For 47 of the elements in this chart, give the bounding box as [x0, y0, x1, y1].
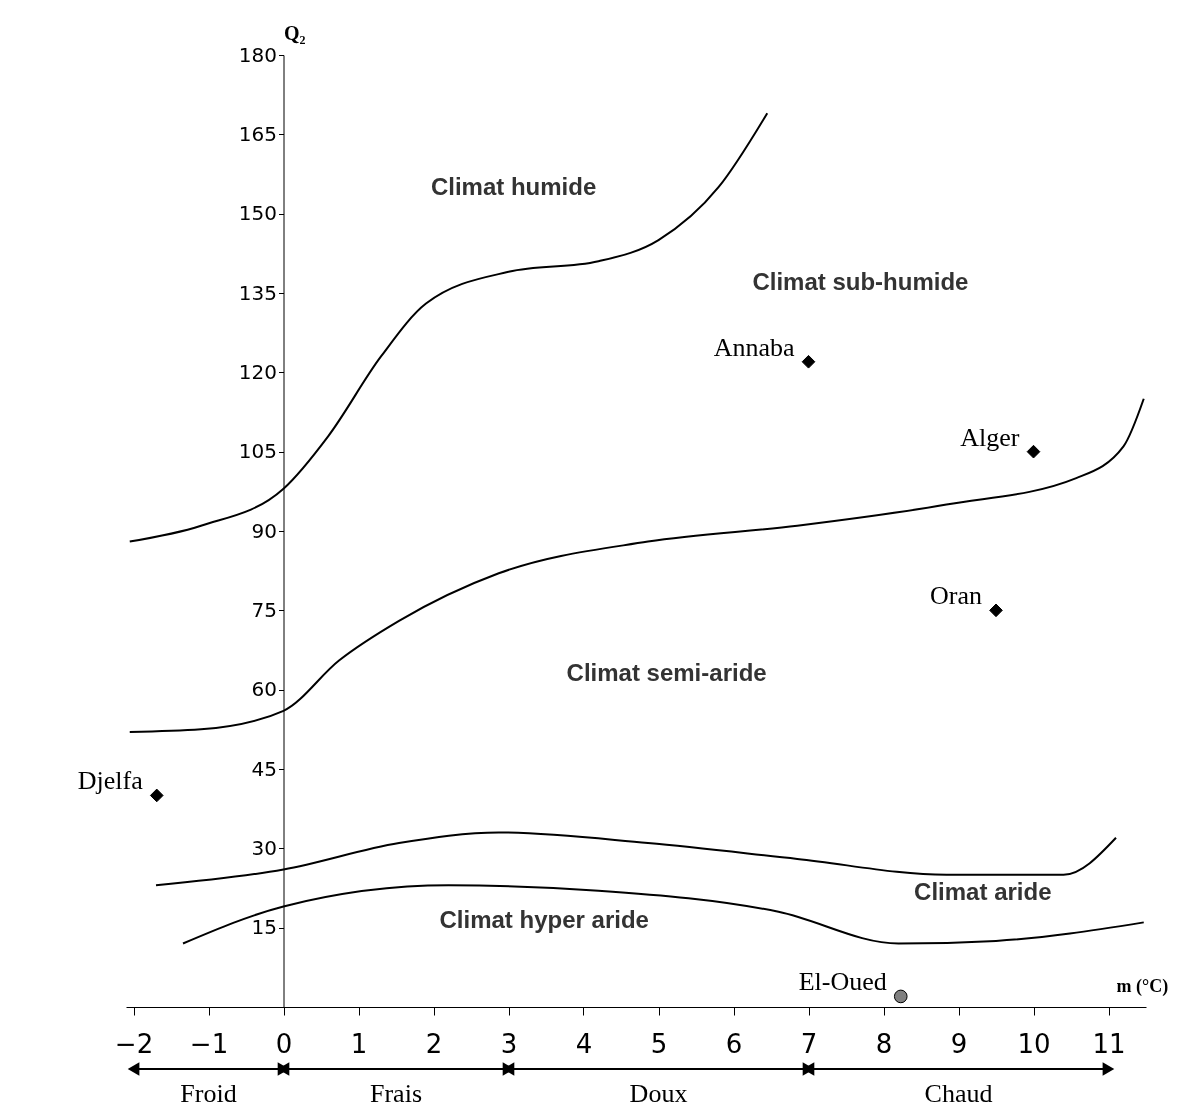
point [801, 354, 816, 369]
x-tick-label: 0 [275, 1028, 293, 1059]
y-tick-label: 105 [238, 439, 277, 464]
y-tick-label: 30 [251, 835, 277, 860]
text: Frais [369, 1079, 422, 1108]
x-tick-label: −2 [114, 1028, 154, 1059]
point [1026, 444, 1041, 459]
x-tick-label: 11 [1092, 1028, 1126, 1059]
y-tick-label: 45 [251, 756, 277, 781]
text: Froid [180, 1079, 237, 1108]
y-tick-label: 150 [238, 201, 277, 226]
x-tick-label: 4 [575, 1028, 593, 1059]
y-tick-label: 75 [251, 597, 277, 622]
x-tick-label: 7 [800, 1028, 818, 1059]
x-tick-label: 1 [350, 1028, 368, 1059]
y-tick-label: 60 [251, 677, 277, 702]
annotation: Climat humide [430, 173, 597, 201]
point [149, 788, 164, 803]
series-label: El-Oued [798, 967, 887, 997]
x-tick-label: 5 [650, 1028, 668, 1059]
point [893, 989, 908, 1004]
annotation: Climat sub-humide [752, 268, 969, 296]
text: Chaud [924, 1079, 993, 1108]
annotation: Climat hyper aride [439, 906, 649, 934]
series-label: Oran [930, 581, 982, 611]
point [989, 603, 1003, 618]
y-tick-label: 180 [238, 42, 277, 67]
series-label: Annaba [713, 332, 795, 362]
x-tick-label: 9 [950, 1028, 968, 1059]
y-tick-label: 165 [238, 121, 277, 146]
series-label: Djelfa [77, 766, 144, 796]
y-axis-title: Q₂ [284, 21, 306, 44]
x-tick-label: 8 [875, 1028, 893, 1059]
annotation: Climat aride [914, 877, 1052, 905]
y-tick-label: 135 [238, 280, 277, 305]
y-tick-label: 120 [238, 359, 277, 384]
y-tick-label: 15 [251, 915, 277, 940]
x-tick-label: 10 [1017, 1028, 1051, 1059]
y-tick-label: 90 [251, 518, 277, 543]
x-tick-label: 3 [500, 1028, 518, 1059]
x-tick-label: 2 [425, 1028, 443, 1059]
x-axis-title: m (°C) [1116, 975, 1169, 997]
series-label: Alger [960, 422, 1020, 452]
x-tick-label: −1 [189, 1028, 229, 1059]
x-tick-label: 6 [725, 1028, 743, 1059]
text: Doux [629, 1079, 688, 1108]
annotation: Climat semi-aride [566, 658, 767, 686]
